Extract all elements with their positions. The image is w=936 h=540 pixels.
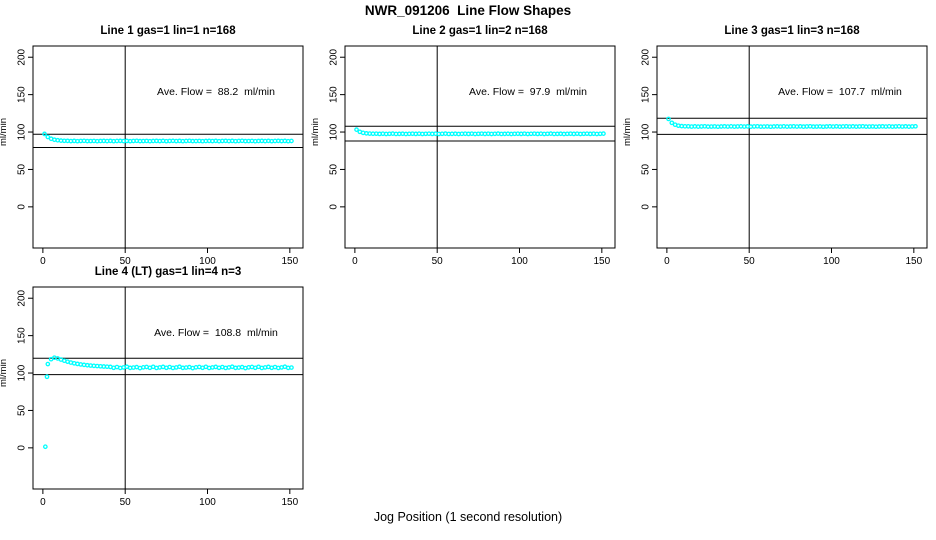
x-tick-label: 150 <box>281 256 298 267</box>
y-tick-label: 150 <box>641 86 652 103</box>
x-tick-label: 150 <box>905 256 922 267</box>
x-tick-label: 100 <box>511 256 528 267</box>
data-point-outlier <box>42 444 48 450</box>
y-tick-label: 50 <box>329 163 340 175</box>
main-title: NWR_091206 Line Flow Shapes <box>364 3 572 18</box>
y-tick-label: 0 <box>329 204 340 210</box>
y-axis-label: ml/min <box>622 118 633 146</box>
data-point <box>289 138 294 144</box>
reference-lines <box>657 46 927 248</box>
plot-border <box>656 45 928 249</box>
x-tick-label: 0 <box>40 256 46 267</box>
y-tick-label: 50 <box>641 163 652 175</box>
reference-lines <box>33 46 303 248</box>
y-tick-label: 200 <box>17 289 28 306</box>
axes: 0 50 100 150 0 50 100 150 200 <box>641 45 928 267</box>
reference-lines <box>33 287 303 489</box>
x-tick-label: 100 <box>199 497 216 508</box>
ave-flow-annotation: Ave. Flow = 97.9 ml/min <box>469 86 587 98</box>
ave-flow-annotation: Ave. Flow = 108.8 ml/min <box>154 327 278 339</box>
y-tick-label: 150 <box>329 86 340 103</box>
axes: 0 50 100 150 0 50 100 150 200 <box>17 45 304 267</box>
x-tick-label: 150 <box>593 256 610 267</box>
y-axis-label: ml/min <box>0 359 9 387</box>
x-tick-label: 50 <box>744 256 756 267</box>
data-points <box>666 116 918 130</box>
y-tick-label: 50 <box>17 404 28 416</box>
ave-flow-annotation: Ave. Flow = 88.2 ml/min <box>157 86 275 98</box>
panel-line-4-title: Line 4 (LT) gas=1 lin=4 n=3 <box>94 266 242 278</box>
panel-line-4: 0 50 100 150 0 50 100 150 200 Line 4 (LT) gas=1 … <box>0 265 312 510</box>
data-point <box>42 131 47 137</box>
x-tick-label: 50 <box>432 256 444 267</box>
y-tick-label: 0 <box>641 204 652 210</box>
data-point <box>289 365 294 370</box>
data-point <box>601 131 606 136</box>
plot-border <box>344 45 616 249</box>
x-tick-label: 100 <box>823 256 840 267</box>
panel-line-4-plot: 0 50 100 150 0 50 100 150 200 <box>17 286 304 508</box>
panel-line-2-plot: 0 50 100 150 0 50 100 150 200 <box>329 45 616 267</box>
y-tick-label: 100 <box>641 123 652 140</box>
x-tick-label: 0 <box>40 497 46 508</box>
panel-line-2: 0 50 100 150 0 50 100 150 200 Line 2 gas=1 lin=2… <box>310 24 624 269</box>
y-tick-label: 100 <box>17 123 28 140</box>
axes: 0 50 100 150 0 50 100 150 200 <box>329 45 616 267</box>
x-tick-label: 50 <box>120 256 132 267</box>
axes: 0 50 100 150 0 50 100 150 200 <box>17 286 304 508</box>
panel-line-1: 0 50 100 150 0 50 100 150 200 Line 1 gas=1 lin=1… <box>0 24 312 269</box>
data-point <box>666 116 671 122</box>
x-tick-label: 150 <box>281 497 298 508</box>
x-tick-label: 50 <box>120 497 132 508</box>
y-tick-label: 150 <box>17 86 28 103</box>
x-tick-label: 0 <box>352 256 358 267</box>
y-axis-label: ml/min <box>310 118 321 146</box>
panel-line-1-title: Line 1 gas=1 lin=1 n=168 <box>100 25 236 37</box>
data-point <box>45 361 51 367</box>
data-point <box>354 127 359 132</box>
y-tick-label: 150 <box>17 327 28 344</box>
panel-line-3: 0 50 100 150 0 50 100 150 200 Line 3 gas=1 lin=3… <box>622 24 936 269</box>
data-point <box>913 123 918 129</box>
y-tick-label: 0 <box>17 204 28 210</box>
reference-lines <box>345 46 615 248</box>
data-point-outlier <box>44 374 50 380</box>
y-tick-label: 0 <box>17 445 28 451</box>
x-tick-label: 100 <box>199 256 216 267</box>
y-tick-label: 50 <box>17 163 28 175</box>
y-tick-label: 200 <box>17 48 28 65</box>
panel-line-3-title: Line 3 gas=1 lin=3 n=168 <box>724 25 860 37</box>
x-axis-label: Jog Position (1 second resolution) <box>373 510 563 524</box>
y-tick-label: 100 <box>17 364 28 381</box>
y-tick-label: 200 <box>641 48 652 65</box>
y-tick-label: 200 <box>329 48 340 65</box>
panel-line-3-plot: 0 50 100 150 0 50 100 150 200 <box>641 45 928 267</box>
y-tick-label: 100 <box>329 123 340 140</box>
data-points <box>354 127 606 137</box>
data-point <box>669 120 675 126</box>
plot-border <box>32 286 304 490</box>
data-points <box>42 131 294 144</box>
panel-line-1-plot: 0 50 100 150 0 50 100 150 200 <box>17 45 304 267</box>
data-points <box>42 355 294 450</box>
data-point <box>45 134 51 140</box>
y-axis-label: ml/min <box>0 118 9 146</box>
ave-flow-annotation: Ave. Flow = 107.7 ml/min <box>778 86 902 98</box>
x-tick-label: 0 <box>664 256 670 267</box>
panel-line-2-title: Line 2 gas=1 lin=2 n=168 <box>412 25 548 37</box>
